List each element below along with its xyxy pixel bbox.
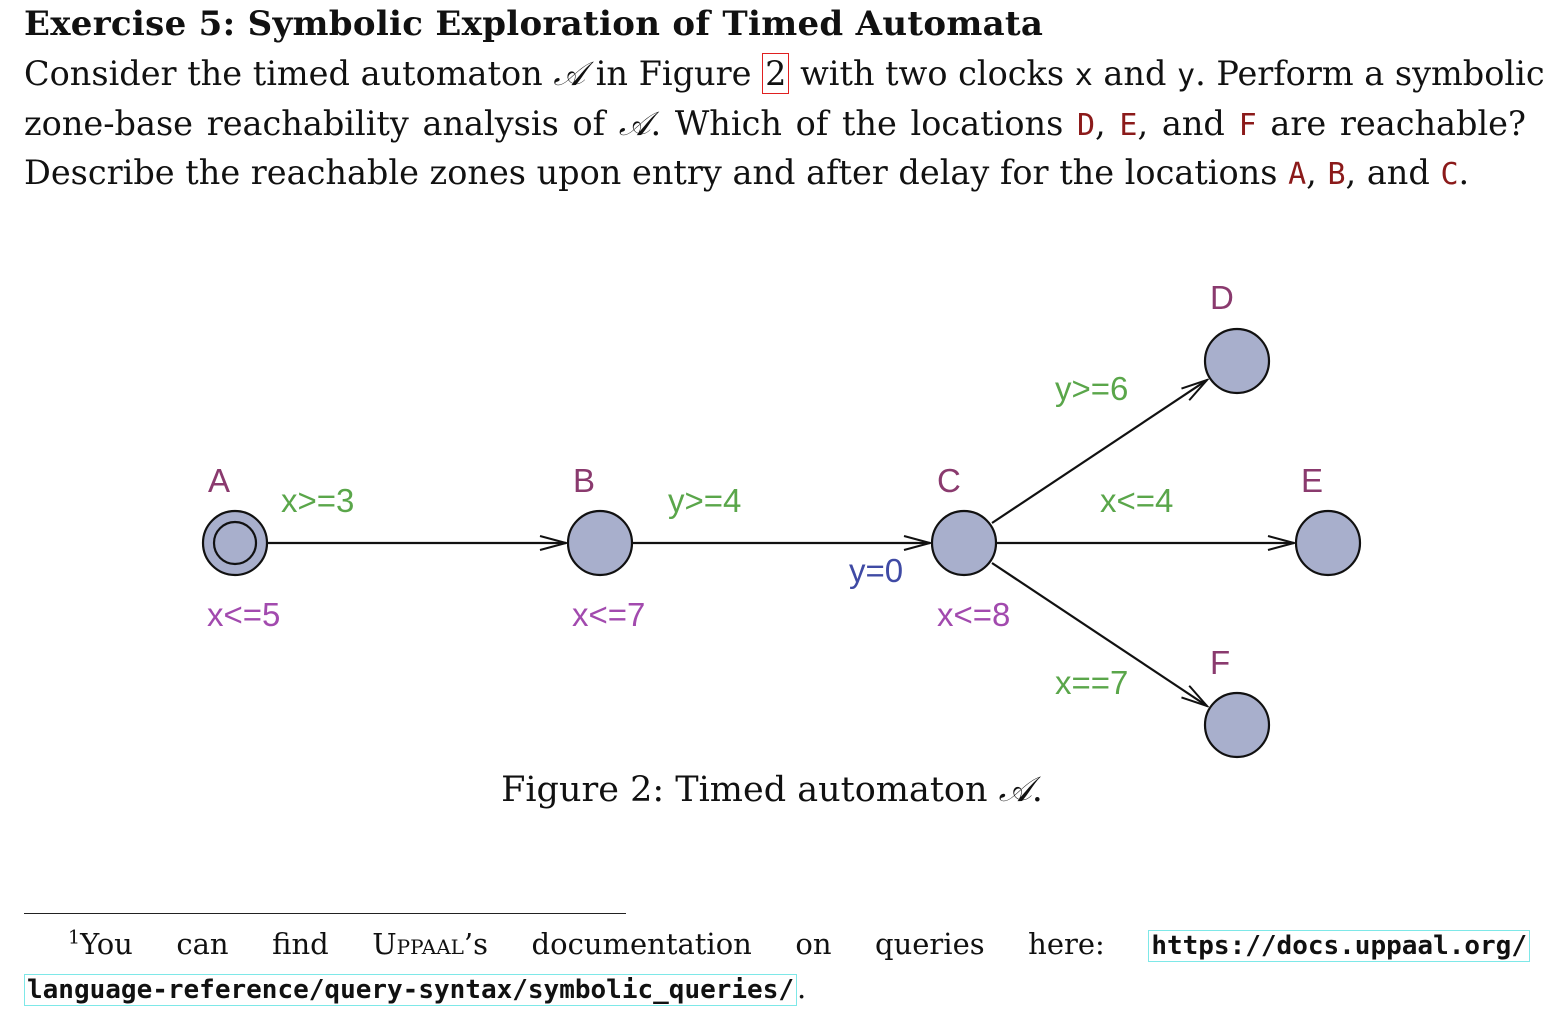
exercise-text: Consider the timed automaton 𝒜 in Figure… bbox=[24, 50, 1544, 199]
invariant-c: x<=8 bbox=[937, 596, 1010, 633]
exercise-line-1: Consider the timed automaton 𝒜 in Figure… bbox=[24, 50, 1544, 100]
location-ref-d: D bbox=[1076, 107, 1096, 143]
text-fragment: Consider the timed automaton bbox=[24, 54, 554, 93]
location-ref-c: C bbox=[1440, 157, 1459, 192]
exercise-title: Exercise 5: Symbolic Exploration of Time… bbox=[24, 4, 1044, 44]
guard-c-f: x==7 bbox=[1055, 664, 1128, 701]
guard-a-b: x>=3 bbox=[281, 482, 354, 519]
exercise-line-2: zone-base reachability analysis of 𝒜. Wh… bbox=[24, 100, 1526, 150]
footnote-rule bbox=[24, 913, 626, 914]
automaton-symbol: 𝒜 bbox=[553, 54, 586, 93]
uppaal-name: Uppaal bbox=[372, 927, 464, 961]
text-fragment: zone-base reachability analysis of bbox=[24, 103, 619, 143]
location-name-e: E bbox=[1301, 462, 1323, 499]
location-ref-e: E bbox=[1119, 107, 1138, 143]
assignment-b-c: y=0 bbox=[849, 552, 903, 589]
guard-c-e: x<=4 bbox=[1100, 482, 1173, 519]
text-fragment: Describe the reachable zones upon entry … bbox=[24, 153, 1289, 192]
location-c[interactable] bbox=[930, 509, 998, 577]
text-fragment: . bbox=[797, 971, 807, 1005]
location-d[interactable] bbox=[1203, 327, 1271, 395]
text-fragment: are reachable? bbox=[1256, 103, 1526, 143]
text-fragment: and bbox=[1092, 54, 1178, 93]
text-fragment: with two clocks bbox=[789, 54, 1075, 93]
edge-c-f bbox=[991, 562, 1207, 706]
footnote-mark: 1 bbox=[68, 926, 81, 949]
clock-y: y bbox=[1177, 58, 1196, 93]
location-b[interactable] bbox=[566, 509, 634, 577]
text-fragment: in Figure bbox=[585, 54, 763, 93]
caption-text: Figure 2: Timed automaton bbox=[501, 770, 999, 810]
text-fragment: , bbox=[1306, 153, 1328, 192]
location-a[interactable] bbox=[201, 509, 269, 577]
invariant-a: x<=5 bbox=[207, 596, 280, 633]
text-fragment: . Perform a symbolic bbox=[1195, 54, 1544, 93]
location-name-b: B bbox=[573, 462, 595, 499]
location-name-f: F bbox=[1210, 644, 1230, 681]
docs-url-link-continued[interactable]: language-reference/query-syntax/symbolic… bbox=[24, 974, 798, 1006]
footnote-line-1: 1You can find Uppaal’s documentation on … bbox=[24, 923, 1530, 967]
timed-automaton-diagram: A B C D E F x<=5 x<=7 x<=8 x>=3 y>=4 y>=… bbox=[201, 279, 1362, 759]
location-f[interactable] bbox=[1203, 691, 1271, 759]
text-fragment: , bbox=[1095, 103, 1120, 143]
location-name-c: C bbox=[937, 462, 961, 499]
text-fragment: . bbox=[1458, 153, 1470, 192]
clock-x: x bbox=[1074, 58, 1093, 93]
location-e[interactable] bbox=[1294, 509, 1362, 577]
footnote-line-2: language-reference/query-syntax/symbolic… bbox=[24, 967, 1530, 1011]
location-ref-f: F bbox=[1238, 107, 1257, 143]
edge-c-d bbox=[991, 380, 1207, 524]
text-fragment: You can find bbox=[80, 927, 373, 961]
location-ref-a: A bbox=[1288, 157, 1307, 192]
location-name-d: D bbox=[1210, 279, 1234, 316]
automaton-symbol: 𝒜 bbox=[998, 770, 1032, 810]
guard-b-c: y>=4 bbox=[668, 482, 741, 519]
text-fragment: , and bbox=[1137, 103, 1239, 143]
exercise-line-3: Describe the reachable zones upon entry … bbox=[24, 149, 1526, 199]
location-a-circle bbox=[201, 509, 269, 577]
initial-marker-icon bbox=[212, 520, 258, 566]
invariant-b: x<=7 bbox=[572, 596, 645, 633]
figure-reference-link[interactable]: 2 bbox=[762, 53, 790, 94]
text-fragment: . Which of the locations bbox=[650, 103, 1077, 143]
text-fragment: , and bbox=[1345, 153, 1441, 192]
automaton-symbol: 𝒜 bbox=[618, 103, 651, 143]
location-name-a: A bbox=[208, 462, 230, 499]
footnote: 1You can find Uppaal’s documentation on … bbox=[24, 923, 1530, 1011]
caption-end: . bbox=[1031, 770, 1043, 810]
figure-caption: Figure 2: Timed automaton 𝒜. bbox=[0, 770, 1544, 810]
text-fragment: ’s documentation on queries here: bbox=[463, 927, 1149, 961]
docs-url-link[interactable]: https://docs.uppaal.org/ bbox=[1148, 930, 1530, 962]
location-ref-b: B bbox=[1327, 157, 1346, 192]
guard-c-d: y>=6 bbox=[1055, 370, 1128, 407]
